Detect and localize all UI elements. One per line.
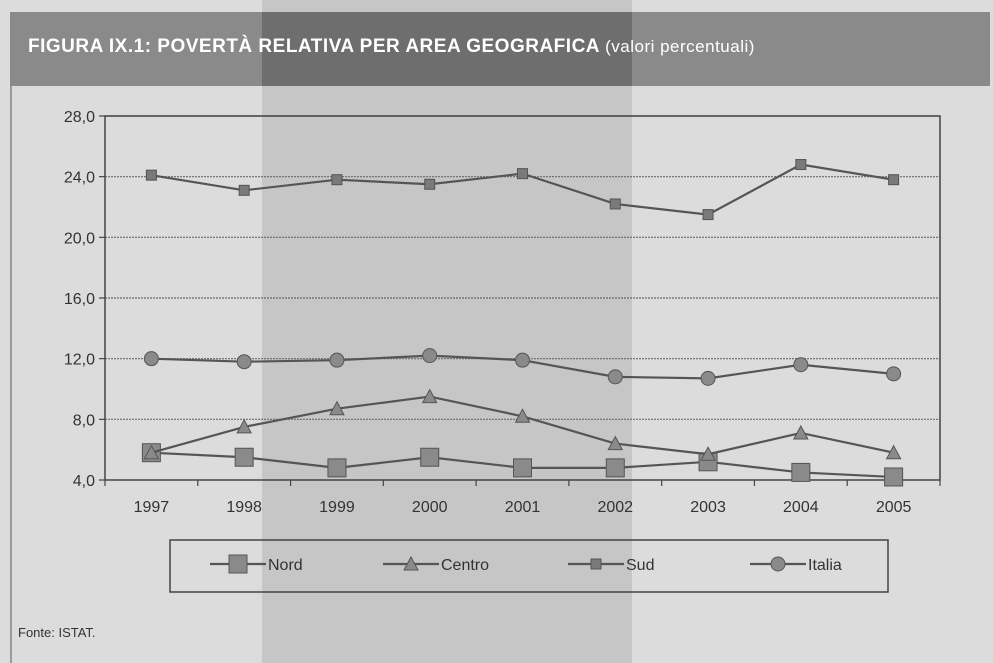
left-rule (10, 86, 12, 663)
series-line-centro (151, 395, 894, 456)
x-tick-label: 1998 (226, 499, 262, 516)
data-point-centro (792, 424, 809, 440)
legend-box (169, 539, 889, 593)
data-point-sud (145, 169, 157, 181)
figure-title: FIGURA IX.1: POVERTÀ RELATIVA PER AREA G… (28, 36, 755, 66)
legend-swatch-marker (770, 556, 786, 572)
data-point-sud (702, 209, 714, 221)
legend: Nord Centro Sud Italia (169, 539, 889, 593)
data-point-nord (234, 447, 254, 467)
data-point-italia (886, 366, 902, 382)
data-point-nord (605, 458, 625, 478)
y-tick-label: 16,0 (64, 291, 95, 308)
series-sud (145, 159, 900, 221)
figure-title-main: FIGURA IX.1: POVERTÀ RELATIVA PER AREA G… (28, 36, 600, 57)
series-layer (141, 159, 904, 487)
data-point-nord (327, 458, 347, 478)
data-point-italia (236, 354, 252, 370)
source-note: Fonte: ISTAT. (18, 625, 96, 640)
legend-item-sud: Sud (568, 557, 654, 574)
data-point-nord (420, 447, 440, 467)
x-tick-label: 2002 (597, 499, 633, 516)
x-tick-label: 2001 (505, 499, 541, 516)
data-point-centro (236, 418, 253, 434)
data-point-nord (884, 467, 904, 487)
data-point-italia (793, 357, 809, 373)
series-italia (143, 348, 902, 386)
x-tick-label: 2004 (783, 499, 819, 516)
data-point-sud (609, 198, 621, 210)
series-centro (143, 388, 902, 461)
data-point-sud (331, 174, 343, 186)
data-point-italia (329, 352, 345, 368)
legend-label-italia: Italia (808, 557, 842, 574)
data-point-centro (329, 400, 345, 416)
data-point-centro (421, 388, 438, 404)
data-point-nord (513, 458, 532, 478)
axis-layer (99, 115, 941, 486)
x-tick-label: 2005 (876, 499, 912, 516)
legend-swatch-marker (590, 558, 602, 570)
data-point-centro (607, 435, 624, 451)
y-tick-label: 8,0 (73, 412, 95, 429)
shaded-band (262, 0, 632, 663)
legend-swatch-marker (403, 555, 419, 571)
data-point-sud (424, 178, 436, 190)
data-point-centro (143, 444, 160, 460)
header-bar-dark-section (262, 12, 632, 86)
legend-label-sud: Sud (626, 557, 654, 574)
data-point-sud (888, 174, 900, 186)
series-nord (141, 443, 904, 487)
data-point-centro (514, 408, 531, 423)
y-tick-label: 24,0 (64, 170, 95, 187)
x-tick-labels: 1997 1998 1999 2000 2001 2002 2003 2004 2005 (134, 499, 912, 516)
data-point-centro (885, 444, 902, 460)
x-tick-label: 2000 (412, 499, 448, 516)
x-tick-label: 2003 (690, 499, 726, 516)
legend-item-nord: Nord (210, 554, 303, 574)
data-point-italia (700, 370, 716, 386)
x-tick-label: 1997 (134, 499, 170, 516)
data-point-italia (422, 348, 438, 364)
y-tick-label: 20,0 (64, 230, 95, 247)
figure-title-subtitle: (valori percentuali) (605, 37, 755, 56)
legend-label-nord: Nord (268, 557, 303, 574)
data-point-italia (143, 351, 159, 367)
legend-label-centro: Centro (441, 557, 489, 574)
x-tick-label: 1999 (319, 499, 355, 516)
data-point-italia (607, 369, 623, 385)
data-point-sud (795, 159, 807, 171)
y-tick-labels: 4,0 8,0 12,0 16,0 20,0 24,0 28,0 (64, 109, 95, 490)
data-point-sud (517, 168, 528, 180)
legend-item-centro: Centro (383, 555, 489, 574)
legend-item-italia: Italia (750, 556, 842, 574)
data-point-sud (238, 184, 250, 196)
data-point-italia (515, 352, 530, 368)
y-tick-label: 12,0 (64, 352, 95, 369)
y-tick-label: 28,0 (64, 109, 95, 126)
data-point-nord (791, 462, 811, 482)
grid-layer (105, 115, 940, 420)
legend-swatch-marker (228, 554, 248, 574)
data-point-centro (700, 446, 716, 461)
y-tick-label: 4,0 (73, 473, 95, 490)
